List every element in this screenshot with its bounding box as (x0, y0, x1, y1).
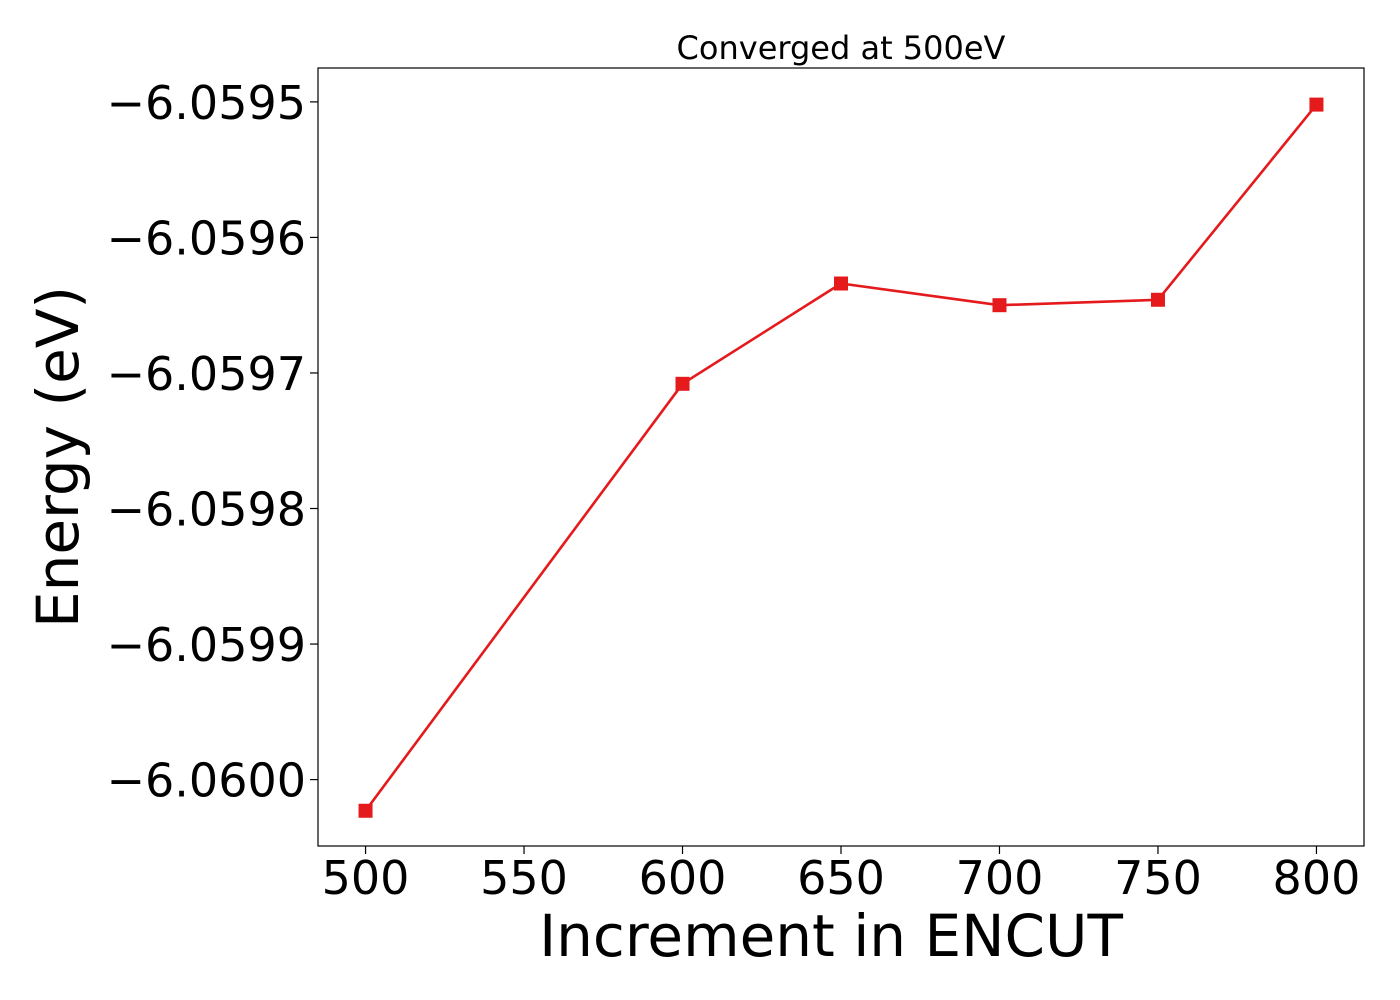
y-tick-label: −6.0598 (107, 483, 307, 537)
data-point-marker (992, 298, 1007, 313)
x-tick-label: 650 (797, 851, 885, 905)
x-tick-label: 600 (639, 851, 727, 905)
data-point-marker (834, 276, 848, 291)
series-line (364, 103, 1318, 812)
y-tick-label: −6.0597 (107, 347, 307, 401)
data-point-marker (1150, 292, 1165, 307)
x-axis: 500 550 600 650 700 750 800 (322, 846, 1361, 905)
y-tick-label: −6.0600 (107, 754, 307, 808)
y-axis: −6.0600 −6.0599 −6.0598 −6.0597 −6.0596 −6.05… (107, 76, 318, 808)
x-tick-label: 700 (956, 851, 1044, 905)
x-tick-label: 800 (1273, 851, 1361, 905)
x-tick-label: 550 (480, 851, 568, 905)
y-tick-label: −6.0596 (107, 211, 307, 265)
y-tick-label: −6.0595 (107, 76, 307, 130)
plot-area-frame (317, 67, 1365, 847)
data-point-marker (675, 376, 690, 391)
y-tick-label: −6.0599 (107, 618, 307, 672)
chart-title: Converged at 500eV (677, 29, 1006, 67)
data-point-marker (1309, 97, 1324, 112)
x-tick-label: 500 (322, 851, 410, 905)
x-tick-label: 750 (1114, 851, 1202, 905)
data-point-marker (358, 803, 373, 818)
x-axis-label: Increment in ENCUT (539, 902, 1123, 970)
y-axis-label: Energy (eV) (24, 286, 92, 628)
series-layer (358, 97, 1324, 818)
